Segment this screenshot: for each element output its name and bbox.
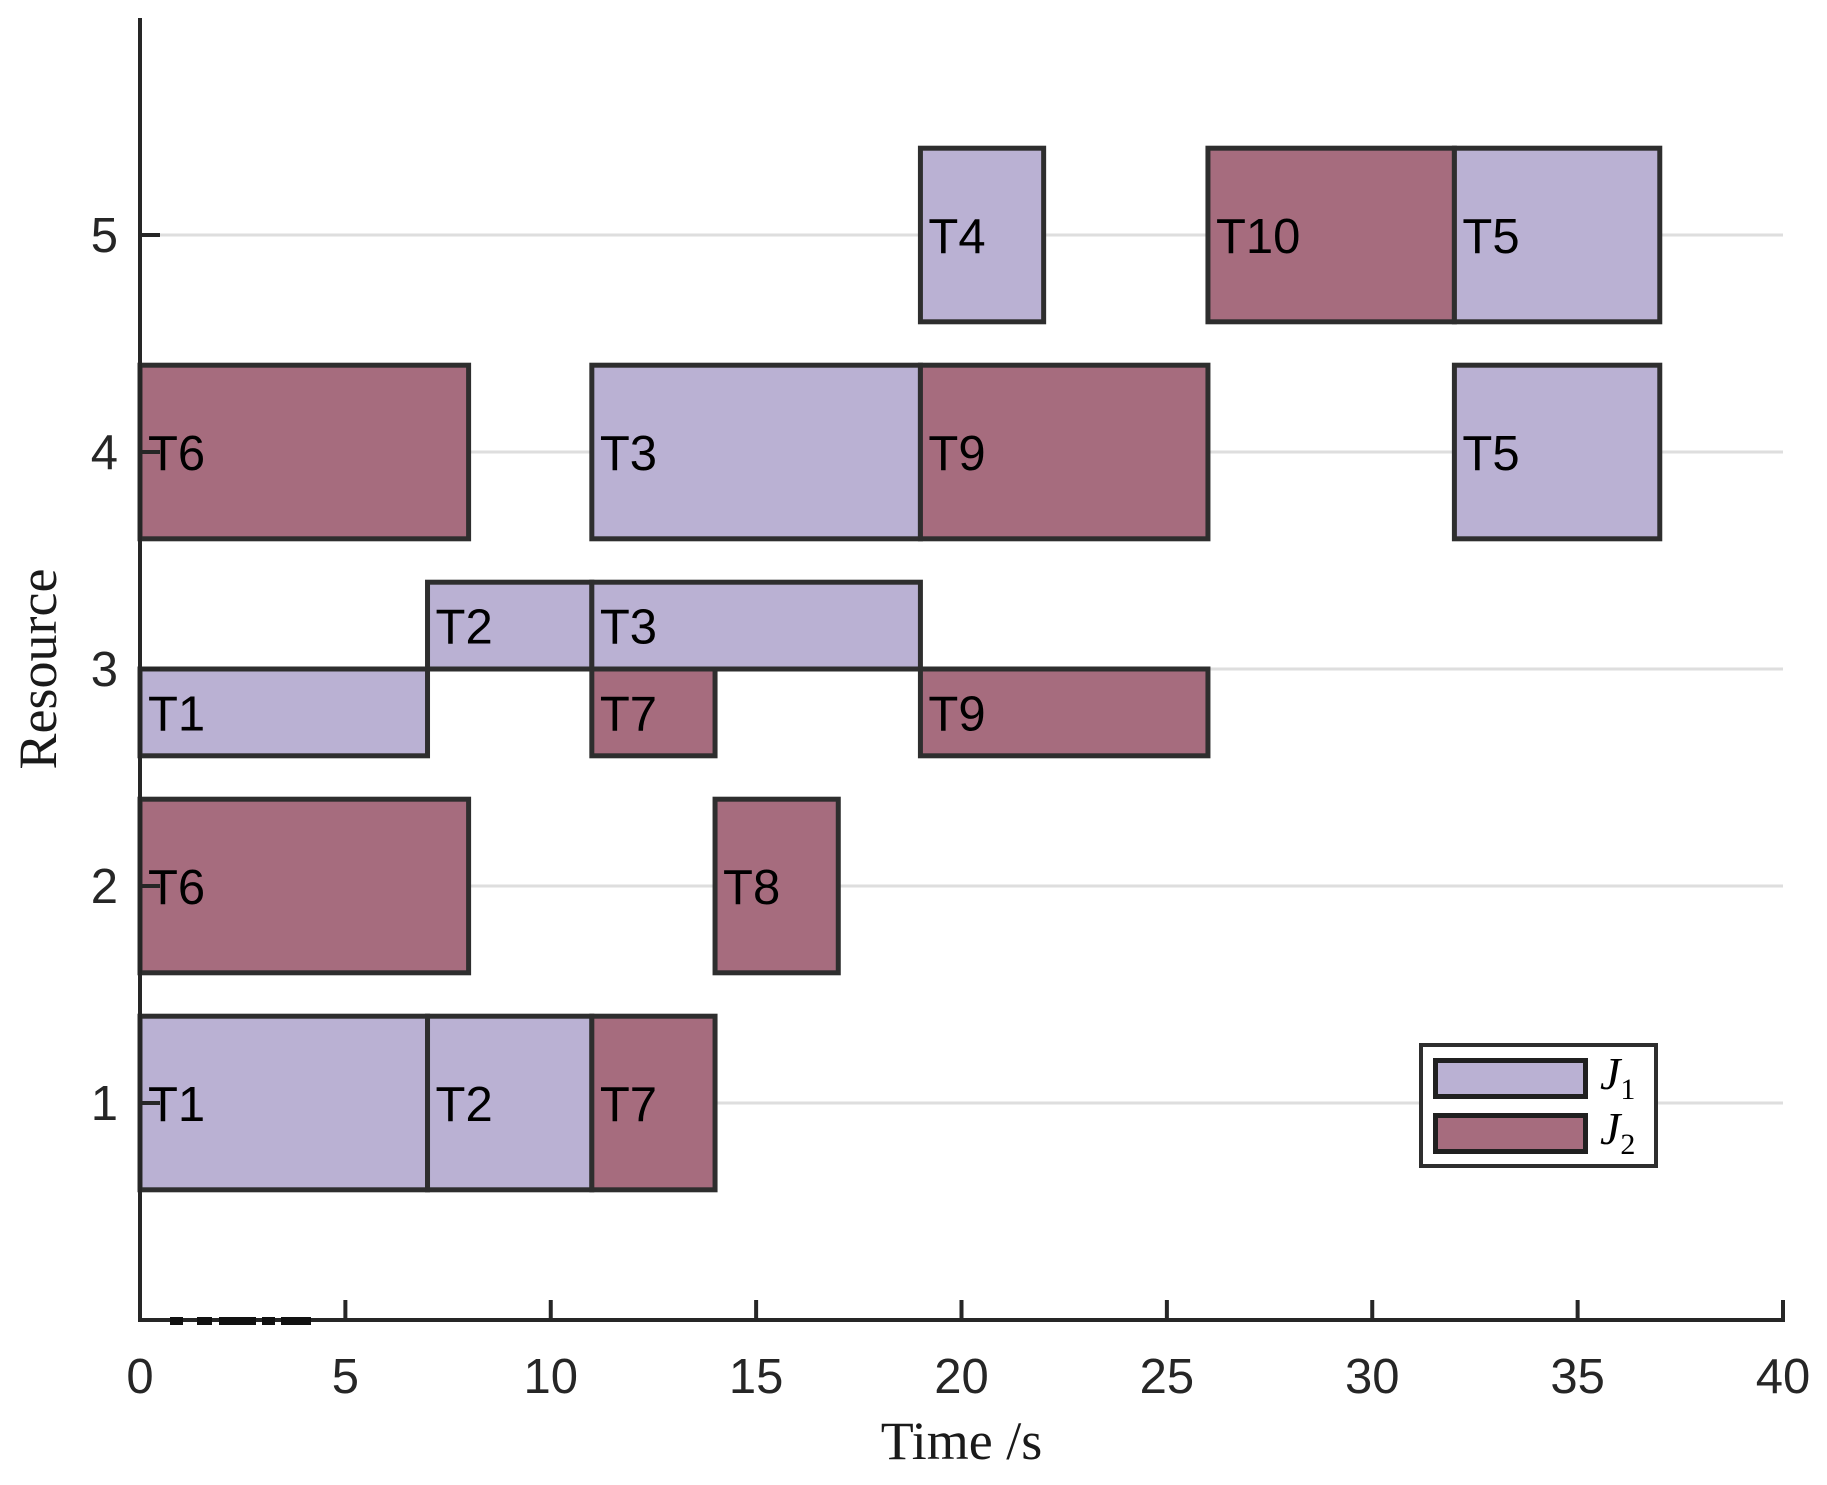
- task-bar-t1-r3: [137, 666, 431, 759]
- task-bar-t8-r2: [712, 796, 841, 976]
- x-axis-title: Time /s: [880, 1411, 1043, 1471]
- x-tick-label-15: 15: [729, 1350, 784, 1404]
- task-label-t9-r3: T9: [928, 687, 985, 741]
- y-tick-label-3: 3: [91, 643, 118, 697]
- task-label-t7-r1: T7: [600, 1078, 657, 1132]
- task-bar-t7-r3: [589, 666, 718, 759]
- axis-artifact-dash-3: [262, 1317, 275, 1325]
- task-bar-t10-r5: [1205, 145, 1457, 325]
- task-label-t8-r2: T8: [723, 861, 780, 915]
- x-tick-label-35: 35: [1550, 1350, 1605, 1404]
- task-label-t4-r5: T4: [928, 210, 985, 264]
- axis-artifact-dash-0: [170, 1317, 183, 1325]
- task-bar-t2-r3: [425, 579, 595, 672]
- legend-entry-j2: J2: [1433, 1106, 1654, 1160]
- task-label-t3-r3: T3: [600, 601, 657, 655]
- axis-artifact-dash-2: [219, 1317, 256, 1325]
- task-bar-t3-r4: [589, 362, 923, 542]
- axis-artifact-dash-1: [197, 1317, 212, 1325]
- task-label-t10-r5: T10: [1216, 210, 1300, 264]
- task-label-t2-r1: T2: [436, 1078, 493, 1132]
- x-tick-label-10: 10: [523, 1350, 578, 1404]
- task-bar-t2-r1: [425, 1013, 595, 1193]
- y-tick-label-1: 1: [91, 1077, 118, 1131]
- task-label-t5-r5: T5: [1462, 210, 1519, 264]
- task-bar-t6-r2: [137, 796, 472, 976]
- legend: J1 J2: [1419, 1043, 1658, 1168]
- task-bar-t5-r4: [1451, 362, 1663, 542]
- task-label-t1-r3: T1: [148, 687, 205, 741]
- task-bar-t3-r3: [589, 579, 923, 672]
- task-bar-t1-r1: [137, 1013, 431, 1193]
- task-bar-t9-r3: [917, 666, 1211, 759]
- legend-label-j1: J1: [1600, 1048, 1636, 1106]
- x-tick-label-5: 5: [332, 1350, 359, 1404]
- y-tick-label-5: 5: [91, 209, 118, 263]
- task-bar-t9-r4: [917, 362, 1211, 542]
- task-bar-t5-r5: [1451, 145, 1663, 325]
- y-axis-title: Resource: [8, 568, 68, 770]
- task-label-t3-r4: T3: [600, 427, 657, 481]
- x-tick-label-25: 25: [1140, 1350, 1195, 1404]
- legend-label-j2: J2: [1600, 1103, 1636, 1161]
- task-label-t5-r4: T5: [1462, 427, 1519, 481]
- x-tick-label-30: 30: [1345, 1350, 1400, 1404]
- legend-swatch-j1: [1433, 1057, 1588, 1099]
- task-label-t2-r3: T2: [436, 601, 493, 655]
- task-bar-t4-r5: [917, 145, 1047, 325]
- x-tick-label-20: 20: [934, 1350, 989, 1404]
- x-tick-label-0: 0: [126, 1350, 153, 1404]
- y-tick-label-4: 4: [91, 426, 118, 480]
- legend-swatch-j2: [1433, 1112, 1588, 1154]
- task-label-t7-r3: T7: [600, 687, 657, 741]
- axis-artifact-dash-4: [281, 1317, 311, 1325]
- x-tick-label-40: 40: [1756, 1350, 1811, 1404]
- y-tick-label-2: 2: [91, 860, 118, 914]
- legend-entry-j1: J1: [1433, 1051, 1654, 1105]
- task-bar-t7-r1: [589, 1013, 718, 1193]
- task-label-t9-r4: T9: [928, 427, 985, 481]
